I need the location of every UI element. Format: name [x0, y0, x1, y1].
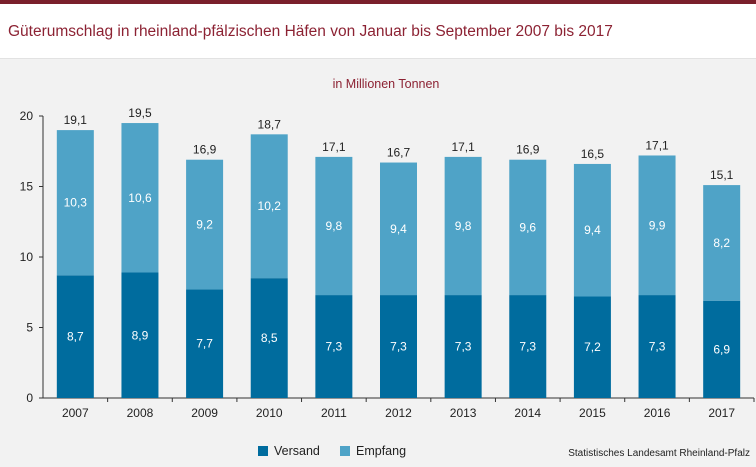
- legend-swatch-versand: [258, 446, 268, 456]
- data-label-empfang: 9,9: [649, 218, 666, 232]
- y-tick-label: 20: [20, 109, 34, 123]
- legend-item-empfang: Empfang: [340, 444, 406, 458]
- x-tick-label: 2008: [127, 406, 154, 420]
- data-label-versand: 7,7: [196, 337, 213, 351]
- x-tick-label: 2009: [191, 406, 218, 420]
- legend-label-empfang: Empfang: [356, 444, 406, 458]
- total-label: 17,1: [645, 138, 669, 152]
- total-label: 19,1: [64, 113, 88, 127]
- legend-label-versand: Versand: [274, 444, 320, 458]
- legend-item-versand: Versand: [258, 444, 320, 458]
- total-label: 16,9: [193, 143, 217, 157]
- y-tick-label: 15: [20, 180, 34, 194]
- data-label-empfang: 10,2: [258, 199, 282, 213]
- total-label: 15,1: [710, 168, 734, 182]
- data-label-versand: 6,9: [713, 342, 730, 356]
- total-label: 16,9: [516, 143, 540, 157]
- x-tick-label: 2011: [321, 406, 347, 420]
- data-label-empfang: 8,2: [713, 236, 730, 250]
- data-label-versand: 7,3: [455, 340, 472, 354]
- data-label-empfang: 9,6: [519, 220, 536, 234]
- data-label-versand: 7,2: [584, 340, 601, 354]
- data-label-versand: 7,3: [649, 340, 666, 354]
- data-label-empfang: 9,4: [584, 223, 601, 237]
- data-label-versand: 8,5: [261, 331, 278, 345]
- x-tick-label: 2017: [708, 406, 735, 420]
- x-tick-label: 2016: [644, 406, 671, 420]
- y-tick-label: 5: [26, 321, 33, 335]
- data-label-versand: 7,3: [326, 340, 343, 354]
- data-label-versand: 7,3: [390, 340, 407, 354]
- x-tick-label: 2007: [62, 406, 89, 420]
- total-label: 16,5: [581, 147, 605, 161]
- source-note: Statistisches Landesamt Rheinland-Pfalz: [568, 448, 750, 459]
- data-label-empfang: 9,8: [455, 219, 472, 233]
- stacked-bar-chart: 0 5 10 15 20 8,7 10,3 19,1 2007 8,9 10,6 19,5 2008 7,…: [0, 0, 756, 467]
- x-tick-label: 2015: [579, 406, 606, 420]
- total-label: 18,7: [258, 117, 282, 131]
- data-label-versand: 8,9: [132, 328, 149, 342]
- x-tick-label: 2013: [450, 406, 477, 420]
- legend-swatch-empfang: [340, 446, 350, 456]
- total-label: 17,1: [322, 140, 346, 154]
- total-label: 17,1: [451, 140, 475, 154]
- data-label-versand: 8,7: [67, 330, 84, 344]
- x-tick-label: 2010: [256, 406, 283, 420]
- y-tick-label: 0: [26, 391, 33, 405]
- data-label-empfang: 9,4: [390, 222, 407, 236]
- total-label: 16,7: [387, 146, 411, 160]
- total-label: 19,5: [128, 106, 152, 120]
- data-label-empfang: 9,8: [326, 219, 343, 233]
- data-label-versand: 7,3: [519, 340, 536, 354]
- x-tick-label: 2012: [385, 406, 412, 420]
- data-label-empfang: 9,2: [196, 218, 213, 232]
- y-tick-label: 10: [20, 250, 34, 264]
- data-label-empfang: 10,3: [64, 196, 88, 210]
- data-label-empfang: 10,6: [128, 191, 152, 205]
- x-tick-label: 2014: [514, 406, 541, 420]
